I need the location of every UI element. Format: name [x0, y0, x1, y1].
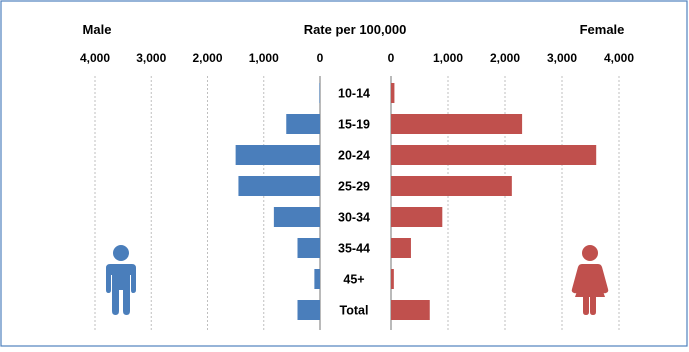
female-figure-icon	[571, 245, 609, 315]
axis-tick-labels: 4,000 3,000 2,000 1,000 0 0 1,000 2,000 3,000 4,0…	[80, 51, 634, 65]
category-label: 30-34	[338, 211, 370, 225]
chart-title: Rate per 100,000	[304, 22, 407, 37]
male-tick-label: 4,000	[80, 51, 110, 65]
female-tick-label: 0	[388, 51, 395, 65]
male-bar	[314, 269, 320, 289]
female-tick-label: 4,000	[604, 51, 634, 65]
male-tick-label: 0	[317, 51, 324, 65]
female-bar	[391, 269, 394, 289]
male-tick-label: 1,000	[249, 51, 279, 65]
category-label: Total	[340, 304, 369, 318]
male-tick-label: 3,000	[136, 51, 166, 65]
male-bar	[273, 207, 320, 227]
female-bar	[391, 238, 411, 258]
category-label: 10-14	[338, 87, 370, 101]
category-label: 25-29	[338, 180, 370, 194]
female-bar	[391, 114, 523, 134]
category-labels: 10-14 15-19 20-24 25-29 30-34 35-44 45+ Total	[338, 87, 370, 318]
bars	[235, 83, 597, 320]
female-tick-label: 1,000	[433, 51, 463, 65]
male-figure-icon	[106, 245, 136, 315]
female-bar	[391, 300, 430, 320]
male-bar	[235, 145, 320, 165]
male-header: Male	[83, 22, 112, 37]
category-label: 45+	[343, 273, 364, 287]
male-bar	[297, 238, 320, 258]
female-bar	[391, 145, 597, 165]
female-bar	[391, 207, 443, 227]
female-header: Female	[580, 22, 625, 37]
female-bar	[391, 83, 395, 103]
male-tick-label: 2,000	[192, 51, 222, 65]
category-label: 35-44	[338, 242, 370, 256]
male-bar	[238, 176, 320, 196]
male-bar	[297, 300, 320, 320]
male-bar	[319, 83, 320, 103]
female-tick-label: 2,000	[490, 51, 520, 65]
female-tick-label: 3,000	[547, 51, 577, 65]
category-label: 15-19	[338, 118, 370, 132]
female-bar	[391, 176, 512, 196]
category-label: 20-24	[338, 149, 370, 163]
male-bar	[286, 114, 320, 134]
